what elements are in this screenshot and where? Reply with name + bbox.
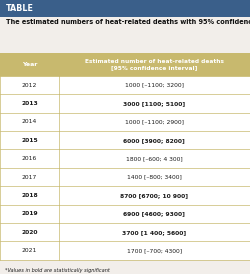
Text: Year: Year <box>22 62 37 67</box>
Bar <box>0 168 250 186</box>
Bar <box>0 76 250 94</box>
Text: 2015: 2015 <box>21 138 38 143</box>
Text: 6900 [4600; 9300]: 6900 [4600; 9300] <box>124 211 185 216</box>
Text: 1400 [–800; 3400]: 1400 [–800; 3400] <box>127 175 182 179</box>
Text: 1000 [–1100; 3200]: 1000 [–1100; 3200] <box>125 82 184 88</box>
Text: 1700 [–700; 4300]: 1700 [–700; 4300] <box>127 248 182 253</box>
Text: 1800 [–600; 4 300]: 1800 [–600; 4 300] <box>126 156 183 161</box>
Text: 6000 [3900; 8200]: 6000 [3900; 8200] <box>124 138 185 143</box>
Bar <box>0 186 250 205</box>
Text: 2016: 2016 <box>22 156 37 161</box>
Bar <box>0 149 250 168</box>
Bar <box>0 94 250 113</box>
Text: 2013: 2013 <box>21 101 38 106</box>
Text: 8700 [6700; 10 900]: 8700 [6700; 10 900] <box>120 193 188 198</box>
Text: *Values in bold are statistically significant: *Values in bold are statistically signif… <box>5 268 110 273</box>
Text: 1000 [–1100; 2900]: 1000 [–1100; 2900] <box>125 119 184 124</box>
Text: 2012: 2012 <box>22 82 37 88</box>
Bar <box>0 53 250 76</box>
Text: TABLE: TABLE <box>6 4 34 13</box>
Text: 2017: 2017 <box>22 175 37 179</box>
Bar <box>0 223 250 241</box>
Text: 2019: 2019 <box>21 211 38 216</box>
Text: Estimated number of heat-related deaths
[95% confidence interval]: Estimated number of heat-related deaths … <box>85 59 224 70</box>
Text: 3000 [1100; 5100]: 3000 [1100; 5100] <box>123 101 186 106</box>
Text: 3700 [1 400; 5600]: 3700 [1 400; 5600] <box>122 230 186 235</box>
Text: 2021: 2021 <box>22 248 37 253</box>
Text: 2018: 2018 <box>21 193 38 198</box>
Text: 2014: 2014 <box>22 119 37 124</box>
Bar <box>0 131 250 149</box>
Bar <box>0 241 250 260</box>
Bar <box>0 0 250 17</box>
Text: The estimated numbers of heat-related deaths with 95% confidence intervals for t: The estimated numbers of heat-related de… <box>6 19 250 25</box>
Bar <box>0 113 250 131</box>
Bar <box>0 205 250 223</box>
Text: 2020: 2020 <box>21 230 38 235</box>
